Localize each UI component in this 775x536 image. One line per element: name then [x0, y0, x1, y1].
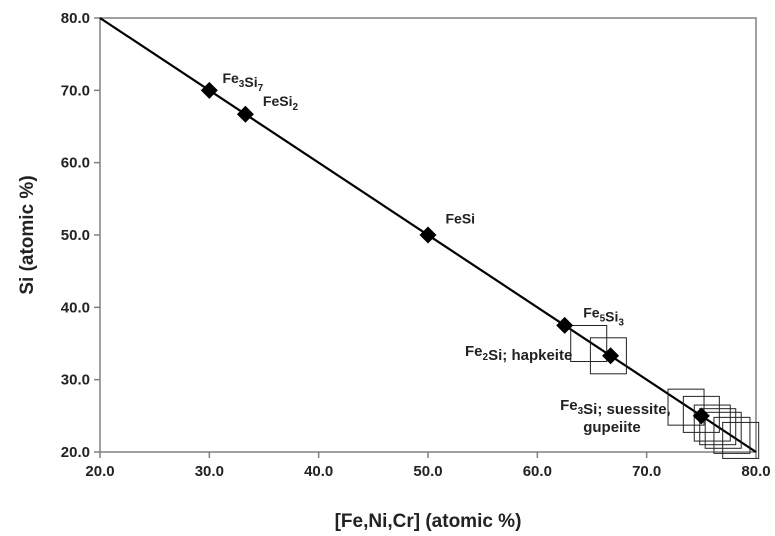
y-tick-label: 70.0 — [61, 82, 90, 99]
annotation-text: ; hapkeite — [502, 347, 572, 364]
annotation-text: Si — [488, 347, 502, 364]
y-tick-label: 50.0 — [61, 227, 90, 244]
annotation-text: FeSi — [263, 93, 293, 109]
x-tick-label: 80.0 — [741, 463, 770, 480]
open-square-point — [704, 411, 742, 449]
open-square-point — [589, 337, 627, 375]
annotation-text: Fe — [583, 304, 600, 320]
y-tick-label: 30.0 — [61, 372, 90, 389]
annotation-label: Fe5Si3 — [583, 304, 624, 328]
annotation-subscript: 2 — [292, 102, 298, 113]
y-tick-label: 40.0 — [61, 299, 90, 316]
x-tick-label: 70.0 — [632, 463, 661, 480]
tick-group: 20.0 30.0 40.0 50.0 60.0 70.0 80.0 20.0 30.0 40.0… — [61, 10, 771, 480]
annotation-label: FeSi — [445, 210, 475, 226]
open-square-point — [713, 416, 751, 454]
annotation-text: Fe — [560, 397, 578, 414]
diamond-point — [200, 81, 218, 99]
open-square-point — [722, 421, 760, 459]
x-tick-label: 20.0 — [85, 463, 114, 480]
annotation-label: Fe3Si7 — [222, 70, 263, 94]
diamond-point — [692, 407, 710, 425]
open-square-point — [682, 395, 720, 433]
annotation-text: ; suessite, — [597, 401, 670, 418]
open-square-point — [693, 404, 731, 442]
open-square-point — [667, 388, 705, 426]
x-tick-label: 50.0 — [413, 463, 442, 480]
diamond-point — [602, 347, 620, 365]
annotation-subscript: 3 — [239, 79, 245, 90]
annotation-subscript: 7 — [258, 83, 264, 94]
annotation-text: Si — [605, 308, 618, 324]
annotation-subscript: 3 — [618, 317, 624, 328]
annotation-text: Fe — [465, 343, 483, 360]
open-square-series — [570, 325, 760, 459]
x-tick-label: 30.0 — [195, 463, 224, 480]
annotation-subscript: 5 — [600, 313, 606, 324]
open-square-point — [699, 408, 737, 446]
diamond-point — [236, 105, 254, 123]
annotation-subscript: 2 — [483, 352, 489, 363]
y-tick-label: 20.0 — [61, 444, 90, 461]
annotation-label: Fe3Si; suessite, — [560, 397, 671, 418]
annotation-label: FeSi2 — [263, 93, 299, 113]
annotation-label-line2: gupeiite — [583, 419, 641, 436]
annotation-text: Fe — [222, 70, 239, 86]
annotation-text: FeSi — [445, 210, 475, 226]
annotation-label: Fe2Si; hapkeite — [465, 343, 572, 364]
diamond-point — [419, 226, 437, 244]
annotation-text: Si — [583, 401, 597, 418]
x-tick-label: 60.0 — [523, 463, 552, 480]
y-axis-title: Si (atomic %) — [17, 175, 38, 294]
filled-diamond-series — [200, 81, 710, 425]
x-tick-label: 40.0 — [304, 463, 333, 480]
annotation-subscript: 3 — [578, 406, 584, 417]
x-axis-title: [Fe,Ni,Cr] (atomic %) — [335, 511, 522, 532]
diamond-point — [556, 316, 574, 334]
open-square-point — [570, 325, 608, 362]
y-tick-label: 60.0 — [61, 155, 90, 172]
y-tick-label: 80.0 — [61, 10, 90, 27]
annotation-text: Si — [244, 74, 257, 90]
